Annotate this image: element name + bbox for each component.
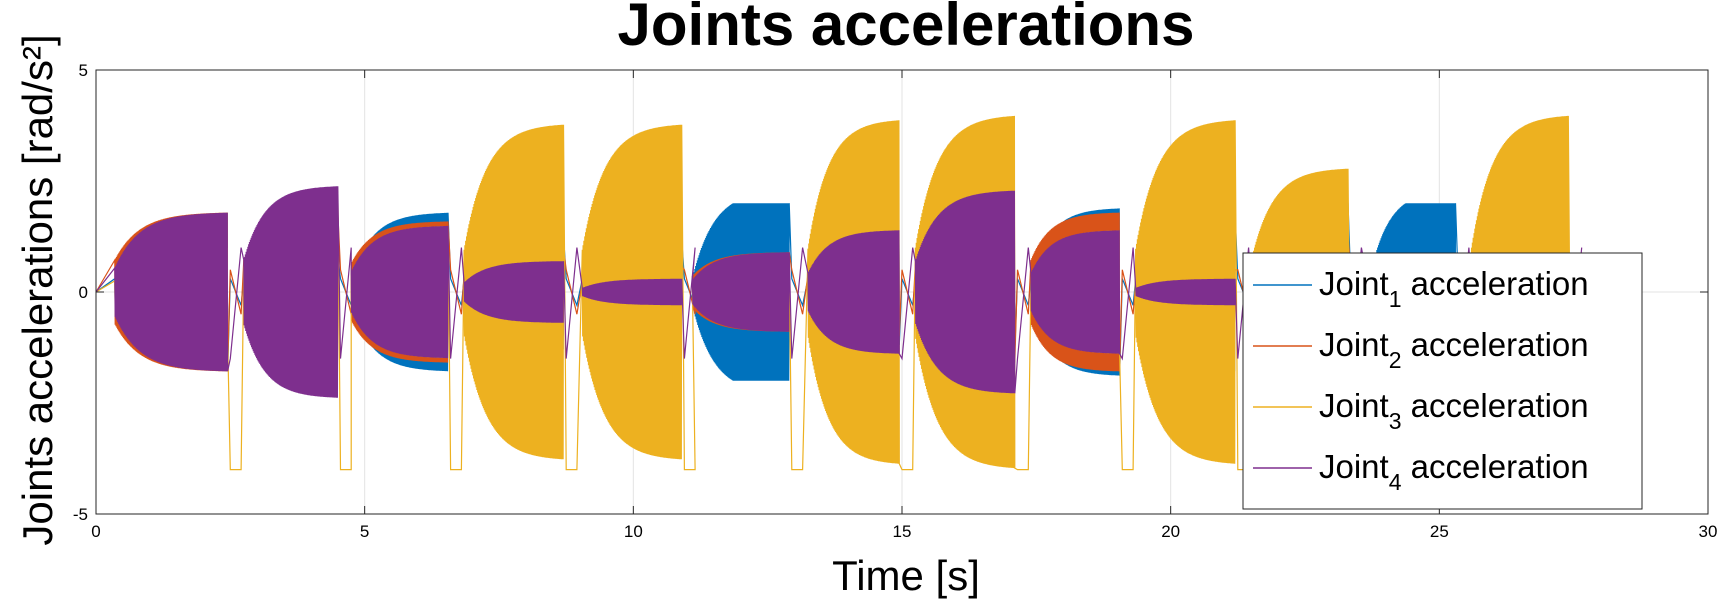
- chart-title: Joints accelerations: [618, 0, 1195, 58]
- legend-entry-joint-4: Joint4 acceleration: [1319, 448, 1589, 495]
- y-tick-label: -5: [73, 505, 88, 524]
- legend-entry-joint-2: Joint2 acceleration: [1319, 326, 1589, 373]
- y-axis-label: Joints accelerations [rad/s²]: [14, 34, 61, 545]
- legend-entry-joint-3: Joint3 acceleration: [1319, 387, 1589, 434]
- x-tick-label: 0: [91, 522, 100, 541]
- legend: Joint1 acceleration Joint2 acceleration Jo…: [1242, 252, 1643, 510]
- x-tick-label: 25: [1430, 522, 1449, 541]
- legend-box: [1242, 252, 1643, 510]
- y-tick-label: 5: [79, 61, 88, 80]
- legend-entry-joint-1: Joint1 acceleration: [1319, 265, 1589, 312]
- x-tick-label: 20: [1161, 522, 1180, 541]
- y-tick-label: 0: [79, 283, 88, 302]
- x-tick-label: 10: [624, 522, 643, 541]
- x-tick-label: 15: [893, 522, 912, 541]
- x-axis-label: Time [s]: [832, 552, 980, 599]
- x-tick-label: 30: [1699, 522, 1718, 541]
- x-tick-label: 5: [360, 522, 369, 541]
